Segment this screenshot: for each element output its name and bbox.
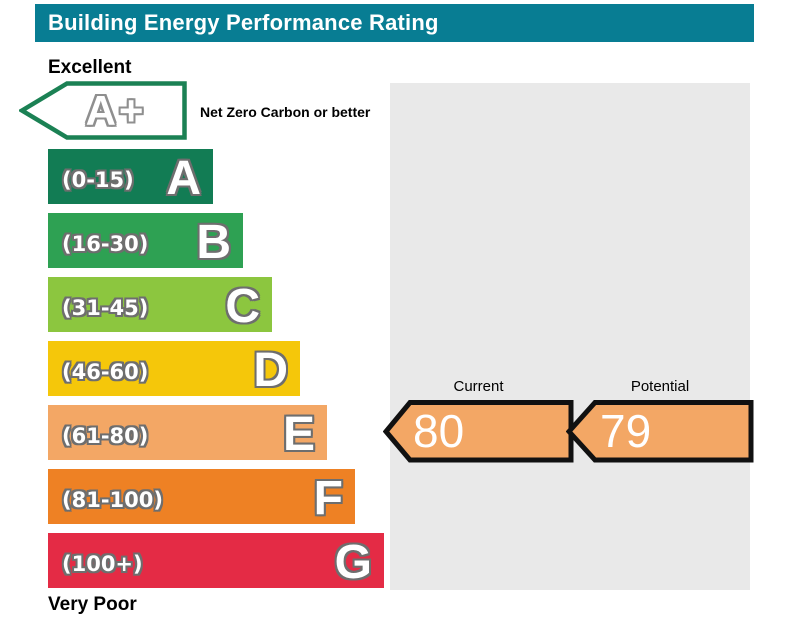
indicator-panel <box>390 83 750 590</box>
current-arrow <box>383 400 574 463</box>
chart-header: Building Energy Performance Rating <box>35 4 754 42</box>
band-row-f: (81-100) F <box>48 469 355 525</box>
band-letter: F <box>313 472 343 525</box>
potential-arrow <box>566 400 754 463</box>
very-poor-label: Very Poor <box>48 594 137 615</box>
potential-value: 79 <box>600 405 652 457</box>
potential-label: Potential <box>630 378 690 395</box>
excellent-label: Excellent <box>48 57 132 78</box>
aplus-arrow <box>19 81 187 140</box>
band-row-e: (61-80) E <box>48 405 327 461</box>
band-row-a: (0-15) A <box>48 149 213 205</box>
band-letter: E <box>282 408 315 461</box>
band-letter: D <box>253 344 288 397</box>
band-row-b: (16-30) B <box>48 213 243 269</box>
band-range: (81-100) <box>62 488 163 512</box>
aplus-description: Net Zero Carbon or better <box>200 104 371 120</box>
band-range: (46-60) <box>62 360 149 384</box>
band-range: (100+) <box>62 552 143 576</box>
band-letter: B <box>196 216 231 269</box>
band-range: (0-15) <box>62 168 134 192</box>
chart-title: Building Energy Performance Rating <box>48 10 439 35</box>
current-label: Current <box>453 378 504 395</box>
current-value: 80 <box>413 405 465 457</box>
band-row-c: (31-45) C <box>48 277 272 333</box>
potential-arrow-shape <box>566 400 754 463</box>
band-letter: G <box>334 536 372 589</box>
band-letter: C <box>225 280 260 333</box>
band-row-g: (100+) G <box>48 533 384 589</box>
aplus-arrow-shape <box>19 81 187 140</box>
band-row-d: (46-60) D <box>48 341 300 397</box>
band-range: (16-30) <box>62 232 149 256</box>
band-letter: A <box>166 152 201 205</box>
aplus-letter: A+ <box>85 87 147 134</box>
band-range: (61-80) <box>62 424 149 448</box>
band-range: (31-45) <box>62 296 149 320</box>
